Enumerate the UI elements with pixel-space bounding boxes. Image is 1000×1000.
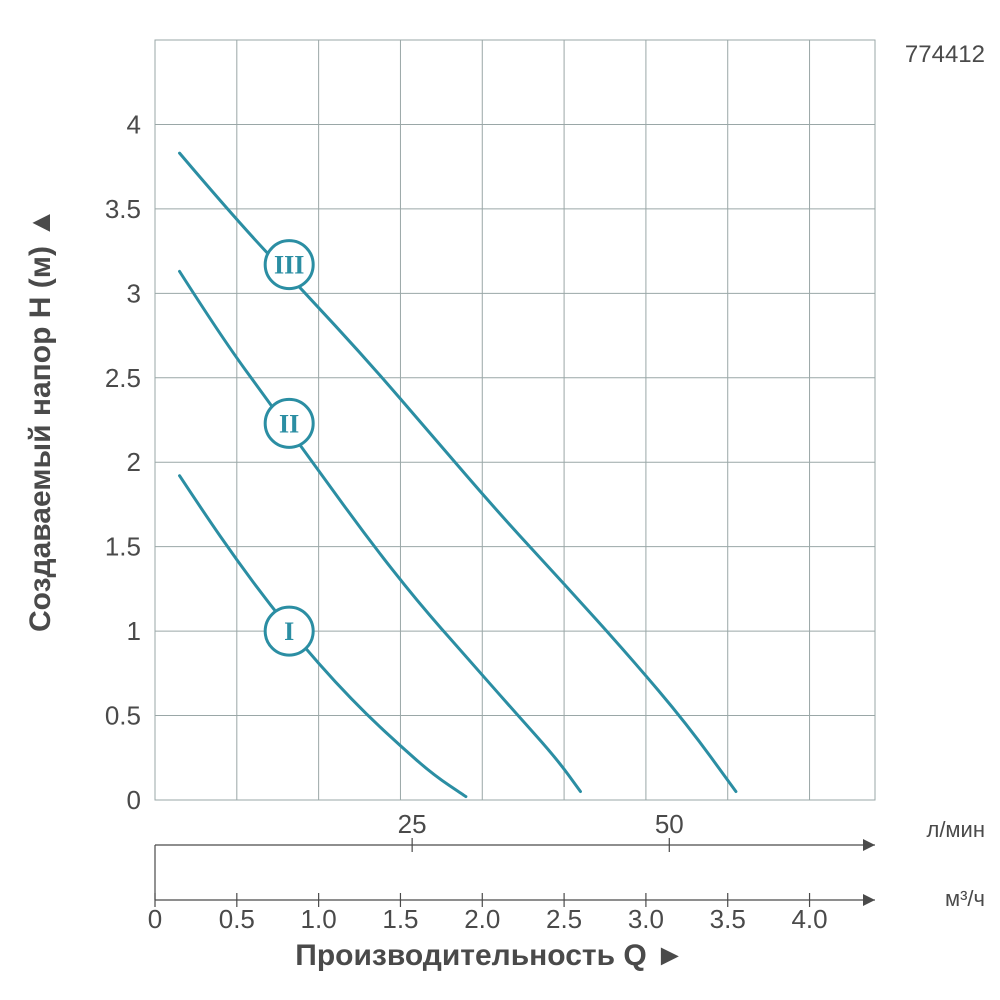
axes bbox=[155, 838, 875, 907]
x-top-tick: 25 bbox=[398, 809, 427, 839]
x-bottom-tick: 1.0 bbox=[301, 904, 337, 934]
labels: 0 0.5 1 1.5 2 2.5 3 3.5 4 25 50 0 0.5 1.0 1.5 2.0 2.5 3.0… bbox=[105, 109, 828, 934]
unit-label-lmin: л/мин bbox=[926, 817, 985, 842]
curve-III bbox=[180, 153, 736, 791]
x-axis-label: Производительность Q ► bbox=[295, 939, 684, 972]
y-tick: 2 bbox=[127, 447, 141, 477]
y-tick: 0.5 bbox=[105, 701, 141, 731]
x-bottom-tick: 4.0 bbox=[791, 904, 827, 934]
x-top-tick: 50 bbox=[655, 809, 684, 839]
x-bottom-tick: 0.5 bbox=[219, 904, 255, 934]
pump-performance-chart: IIIIII 00.511.522.533.54255000.51.01.52.… bbox=[0, 0, 1000, 1000]
x-bottom-tick: 0 bbox=[148, 904, 162, 934]
y-tick: 4 bbox=[127, 109, 141, 139]
y-tick: 3.5 bbox=[105, 194, 141, 224]
curve-II bbox=[180, 271, 581, 791]
x-bottom-tick: 1.5 bbox=[382, 904, 418, 934]
grid bbox=[155, 40, 875, 800]
y-tick: 1.5 bbox=[105, 532, 141, 562]
x-bottom-tick: 3.0 bbox=[628, 904, 664, 934]
y-axis-label: Создаваемый напор Н (м) ▲ bbox=[24, 208, 57, 632]
part-number: 774412 bbox=[905, 41, 985, 68]
x-bottom-tick: 3.5 bbox=[710, 904, 746, 934]
curve-label-III: III bbox=[274, 251, 304, 280]
y-tick: 1 bbox=[127, 616, 141, 646]
y-tick: 2.5 bbox=[105, 363, 141, 393]
y-tick: 0 bbox=[127, 785, 141, 815]
curve-I bbox=[180, 476, 466, 797]
curves: IIIIII bbox=[180, 153, 736, 796]
curve-label-I: I bbox=[284, 617, 294, 646]
x-bottom-tick: 2.0 bbox=[464, 904, 500, 934]
unit-label-m3h: м³/ч bbox=[945, 886, 985, 911]
curve-label-II: II bbox=[279, 409, 299, 438]
x-bottom-tick: 2.5 bbox=[546, 904, 582, 934]
y-tick: 3 bbox=[127, 278, 141, 308]
